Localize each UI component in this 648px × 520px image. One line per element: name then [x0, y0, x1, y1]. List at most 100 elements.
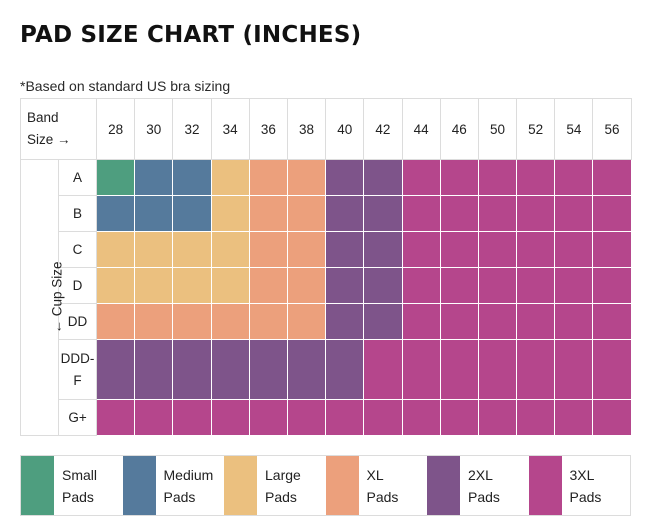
size-cell-medium	[172, 159, 212, 196]
legend-swatch	[21, 456, 54, 515]
legend-label-line: Large	[265, 466, 301, 483]
cup-size-label-line: DD	[67, 313, 88, 329]
legend-label-line: Pads	[265, 488, 297, 505]
size-cell-large	[96, 231, 136, 268]
size-cell-3xl	[516, 399, 556, 436]
legend-label-line: Pads	[468, 488, 500, 505]
size-cell-3xl	[477, 399, 518, 436]
size-cell-3xl	[477, 195, 518, 232]
legend-swatch	[528, 456, 562, 515]
legend-swatch	[122, 456, 156, 515]
size-cell-small	[96, 159, 136, 196]
size-cell-3xl	[96, 399, 136, 436]
cup-size-label: DDD- F	[57, 339, 98, 400]
size-cell-3xl	[401, 303, 441, 340]
cup-row: DDD- F	[21, 339, 632, 400]
cup-size-label-line: B	[73, 205, 83, 221]
cup-size-label: B	[57, 195, 98, 232]
cup-size-label: A	[57, 159, 98, 196]
size-cell-medium	[172, 195, 212, 232]
band-size-label: 30	[134, 98, 174, 160]
size-cell-3xl	[439, 399, 479, 436]
size-cell-xl	[134, 303, 174, 340]
size-cell-medium	[134, 159, 174, 196]
band-size-header-line: Size →	[27, 132, 71, 147]
size-cell-2xl	[210, 339, 250, 400]
cup-size-label-line: C	[72, 241, 83, 257]
size-cell-xl	[286, 159, 327, 196]
size-cell-xl	[248, 267, 288, 304]
size-cell-3xl	[554, 231, 594, 268]
legend-label-line: Pads	[569, 488, 602, 505]
size-cell-3xl	[592, 339, 632, 400]
size-cell-xl	[172, 303, 212, 340]
legend-label: Medium Pads	[156, 456, 214, 515]
legend-label-line: Pads	[62, 488, 94, 505]
size-cell-3xl	[516, 303, 556, 340]
band-size-header: Band Size →	[19, 98, 98, 160]
legend-label: 2XL Pads	[460, 456, 500, 515]
legend-swatch	[325, 456, 359, 515]
legend-item-xl: XL Pads	[325, 456, 428, 515]
legend-label-line: Medium	[163, 466, 214, 483]
size-cell-3xl	[134, 399, 174, 436]
legend: Small Pads Medium Pads Large Pads XL Pads 2XL Pad…	[20, 455, 631, 516]
size-cell-3xl	[592, 399, 632, 436]
cup-size-label: C	[57, 231, 98, 268]
size-cell-3xl	[516, 231, 556, 268]
size-cell-3xl	[248, 399, 288, 436]
cup-row: C	[21, 231, 632, 268]
size-cell-3xl	[516, 195, 556, 232]
band-size-label: 38	[286, 98, 327, 160]
size-cell-xl	[286, 231, 327, 268]
size-cell-large	[134, 231, 174, 268]
band-size-label: 46	[439, 98, 479, 160]
legend-item-medium: Medium Pads	[122, 456, 225, 515]
size-cell-2xl	[286, 339, 327, 400]
legend-label: Small Pads	[54, 456, 97, 515]
size-cell-3xl	[401, 339, 441, 400]
size-cell-3xl	[592, 195, 632, 232]
size-cell-3xl	[401, 195, 441, 232]
size-cell-3xl	[516, 267, 556, 304]
legend-item-3xl: 3XL Pads	[528, 456, 631, 515]
size-cell-3xl	[592, 267, 632, 304]
size-cell-medium	[96, 195, 136, 232]
legend-label: XL Pads	[359, 456, 399, 515]
pad-size-table: Band Size → 28 30 32 34 36 38 40 42 44 46 50 52 54 56 ← …	[19, 98, 632, 436]
size-cell-2xl	[363, 231, 403, 268]
size-cell-large	[134, 267, 174, 304]
size-cell-3xl	[439, 195, 479, 232]
band-size-label: 56	[592, 98, 632, 160]
cup-row: G+	[21, 399, 632, 436]
size-cell-3xl	[439, 159, 479, 196]
size-cell-2xl	[325, 195, 365, 232]
size-cell-3xl	[477, 267, 518, 304]
band-size-label: 36	[248, 98, 288, 160]
band-size-label: 34	[210, 98, 250, 160]
size-cell-xl	[286, 195, 327, 232]
legend-label-line: Pads	[163, 488, 196, 505]
size-cell-2xl	[134, 339, 174, 400]
cup-size-label-line: DDD-	[60, 350, 95, 366]
size-cell-3xl	[592, 231, 632, 268]
size-cell-3xl	[439, 339, 479, 400]
size-cell-3xl	[477, 231, 518, 268]
band-size-label: 52	[516, 98, 556, 160]
legend-swatch	[224, 456, 257, 515]
size-cell-2xl	[325, 159, 365, 196]
size-cell-2xl	[248, 339, 288, 400]
legend-label-line: Small	[62, 466, 98, 483]
band-size-label: 50	[477, 98, 518, 160]
size-cell-3xl	[592, 159, 632, 196]
band-size-label: 54	[554, 98, 594, 160]
band-size-label: 28	[96, 98, 136, 160]
size-cell-xl	[248, 231, 288, 268]
size-cell-large	[172, 267, 212, 304]
size-cell-medium	[134, 195, 174, 232]
size-cell-large	[172, 231, 212, 268]
cup-row: B	[21, 195, 632, 232]
band-size-label: 44	[401, 98, 441, 160]
size-cell-xl	[210, 303, 250, 340]
size-cell-3xl	[325, 399, 365, 436]
